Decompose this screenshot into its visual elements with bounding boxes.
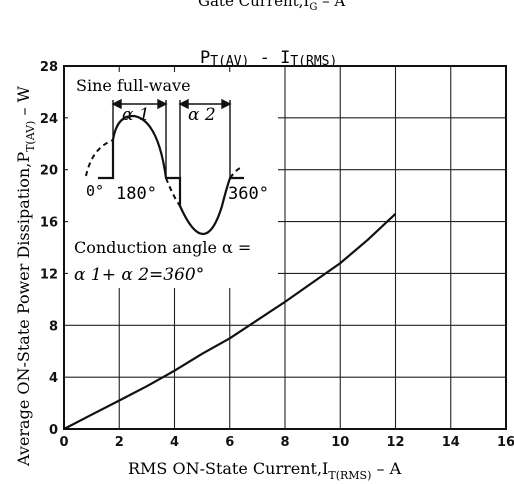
- y-tick-label-7: 28: [40, 60, 58, 75]
- x-tick-label-2: 4: [170, 435, 179, 450]
- y-tick-label-6: 24: [40, 112, 58, 127]
- y-tick-label-4: 16: [40, 216, 58, 231]
- x-tick-label-3: 6: [225, 435, 234, 450]
- waveform: [98, 114, 244, 236]
- cut-header-text: Gate Current,IG – A: [198, 0, 345, 13]
- series-line: [63, 212, 397, 430]
- x-tick-label-0: 0: [59, 435, 68, 450]
- conduction-line-1: Conduction angle α =: [74, 238, 251, 257]
- y-tick-label-2: 8: [49, 319, 58, 334]
- x-tick-label-5: 10: [331, 435, 349, 450]
- label-360-deg: 360°: [228, 184, 269, 204]
- inset-title: Sine full-wave: [76, 76, 191, 95]
- label-0-deg: 0°: [86, 182, 104, 200]
- y-axis-label: Average ON-State Power Dissipation,PT(AV…: [14, 85, 37, 467]
- alpha2-label: α 2: [188, 105, 216, 125]
- y-tick-label-5: 20: [40, 164, 58, 179]
- x-tick-label-4: 8: [280, 435, 289, 450]
- x-tick-label-8: 16: [497, 435, 514, 450]
- label-180-deg: 180°: [116, 184, 157, 204]
- x-tick-label-1: 2: [115, 435, 124, 450]
- conduction-line-2: α 1+ α 2=360°: [74, 265, 204, 285]
- alpha2-bracket: [178, 98, 232, 178]
- y-tick-label-3: 12: [40, 267, 58, 282]
- inset-background: [68, 72, 278, 288]
- y-tick-label-0: 0: [49, 423, 58, 438]
- x-tick-label-7: 14: [442, 435, 460, 450]
- x-tick-label-6: 12: [386, 435, 404, 450]
- x-axis-label: RMS ON-State Current,IT(RMS) – A: [128, 459, 402, 482]
- y-tick-label-1: 4: [49, 371, 58, 386]
- waveform-dashed: [85, 139, 241, 207]
- inset: Sine full-wave α 1 α 2 0° 180° 360° Cond…: [68, 72, 278, 288]
- plot-frame: [63, 65, 507, 430]
